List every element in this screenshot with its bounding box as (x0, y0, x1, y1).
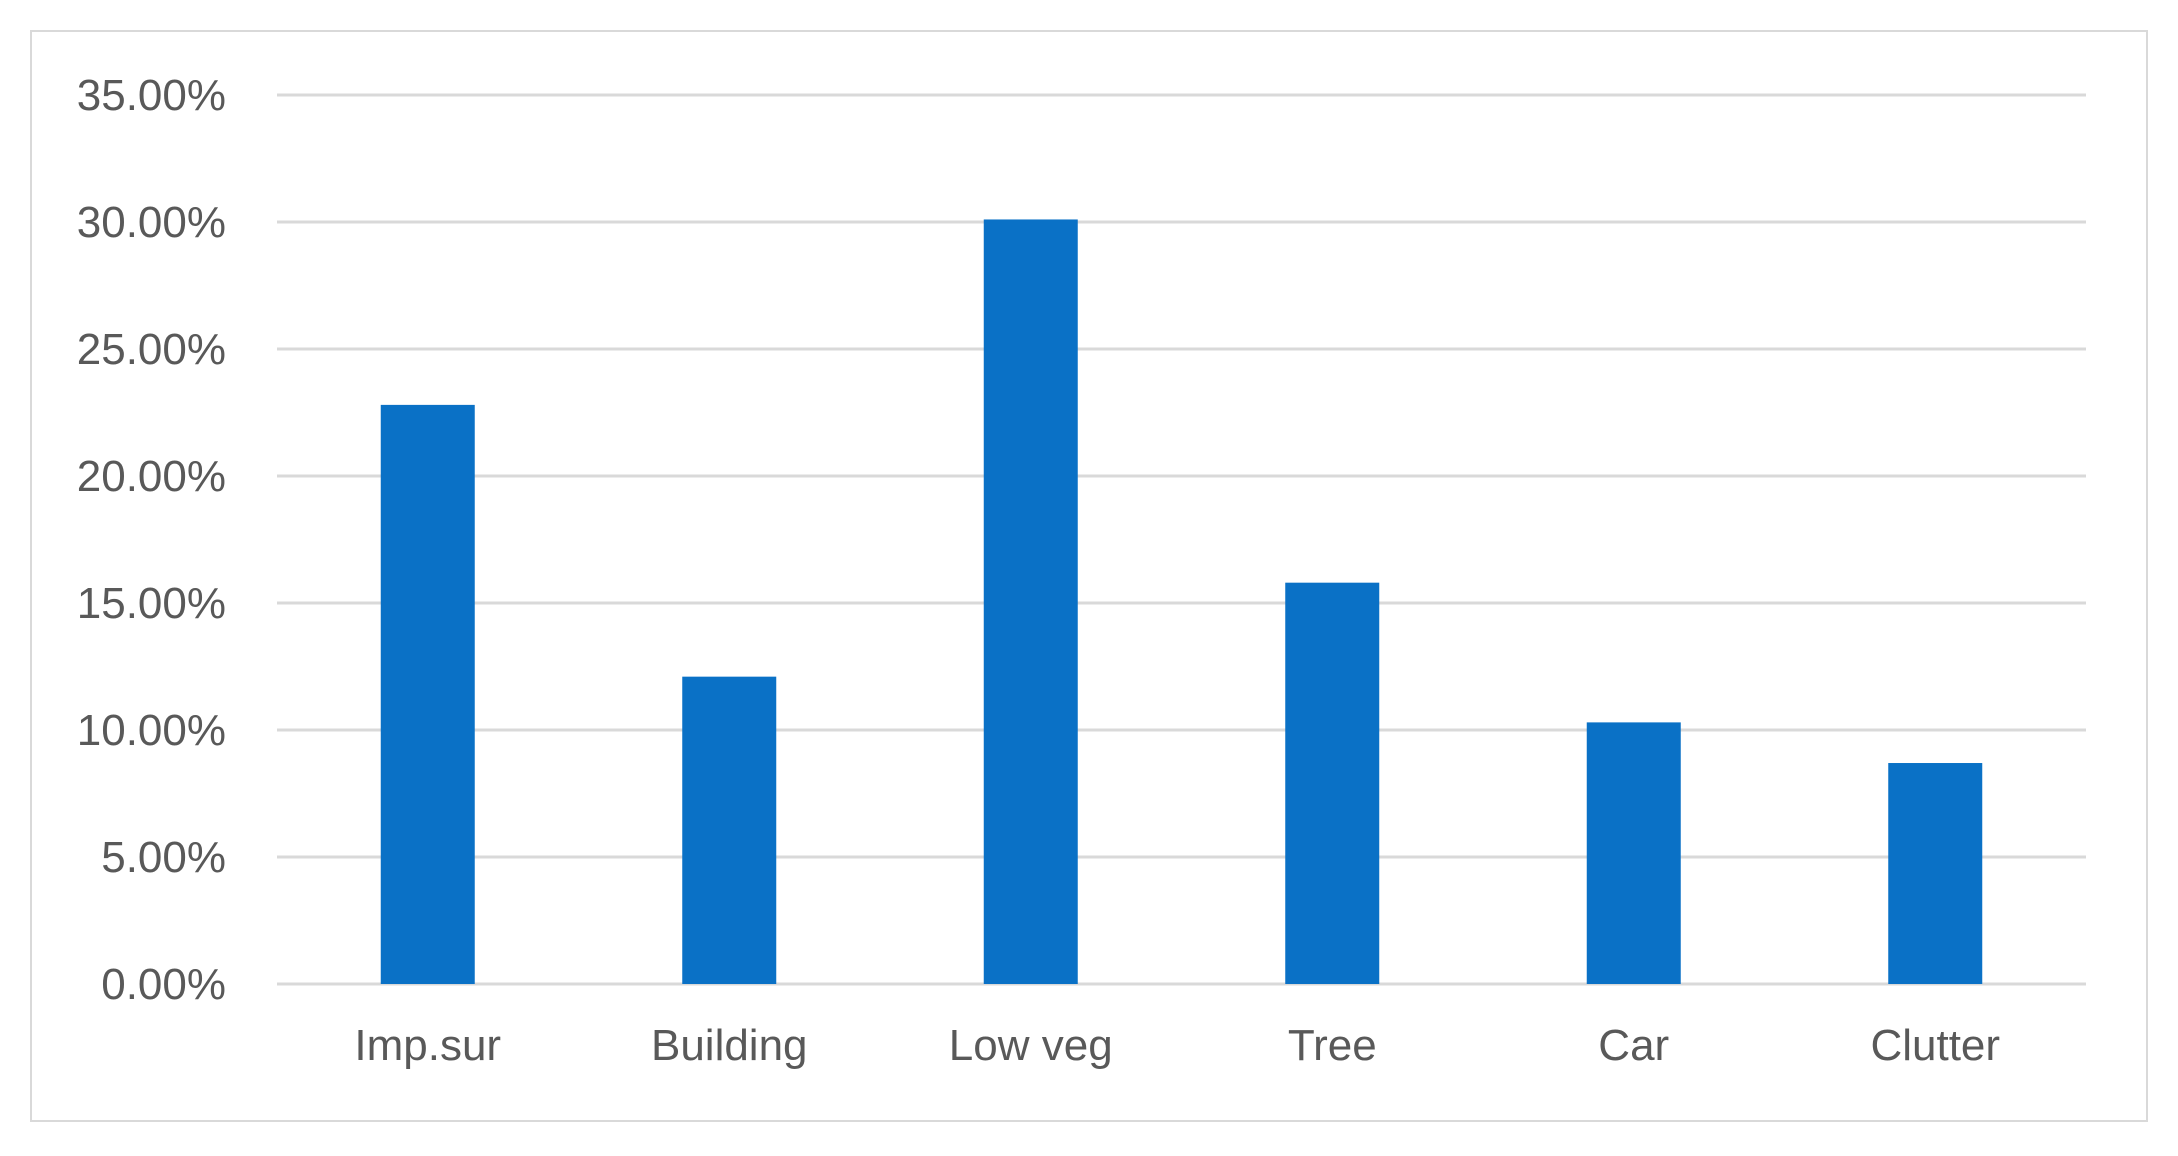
x-category-label: Low veg (949, 1021, 1113, 1070)
x-category-label: Building (651, 1021, 808, 1070)
y-tick-label: 20.00% (77, 452, 226, 501)
y-tick-label: 35.00% (77, 71, 226, 120)
bar-low-veg (983, 219, 1078, 984)
y-tick-label: 15.00% (77, 579, 226, 628)
x-category-label: Car (1598, 1021, 1669, 1070)
bars (380, 219, 1983, 984)
bar-tree (1285, 582, 1380, 984)
gridlines (277, 93, 2086, 986)
bar-clutter (1888, 763, 1983, 984)
x-category-label: Clutter (1870, 1021, 2000, 1070)
y-tick-label: 10.00% (77, 706, 226, 755)
x-category-label: Imp.sur (354, 1021, 501, 1070)
y-tick-label: 25.00% (77, 325, 226, 374)
y-tick-label: 5.00% (101, 833, 226, 882)
y-axis-ticks: 0.00% 5.00% 10.00% 15.00% 20.00% 25.00% 30.00%… (77, 71, 226, 1009)
bar-imp-sur (380, 404, 475, 984)
x-axis-categories: Imp.sur Building Low veg Tree Car Clutter (354, 1021, 2000, 1070)
x-category-label: Tree (1288, 1021, 1377, 1070)
chart-frame: 0.00% 5.00% 10.00% 15.00% 20.00% 25.00% 30.00%… (30, 30, 2148, 1122)
y-tick-label: 0.00% (101, 960, 226, 1009)
bar-building (682, 676, 777, 984)
bar-chart: 0.00% 5.00% 10.00% 15.00% 20.00% 25.00% 30.00%… (77, 71, 2086, 1070)
bar-car (1586, 722, 1681, 984)
y-tick-label: 30.00% (77, 198, 226, 247)
